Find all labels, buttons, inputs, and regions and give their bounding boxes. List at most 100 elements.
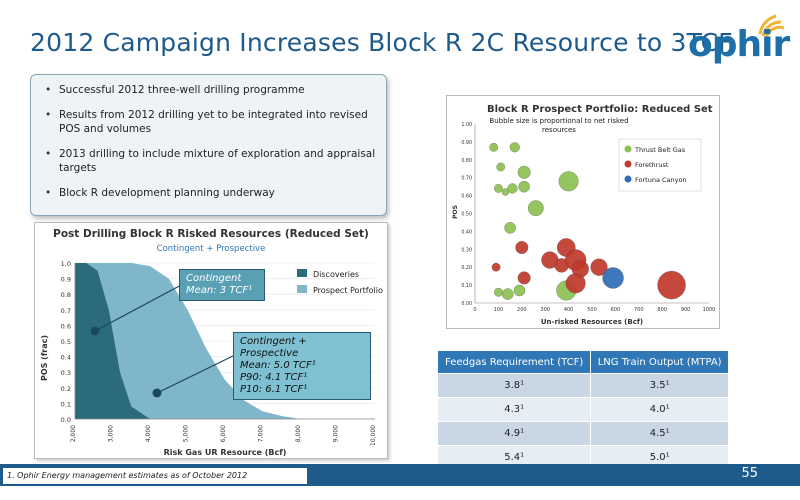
bubble-thrust-belt-gas — [517, 165, 531, 179]
feedgas-table: Feedgas Requirement (TCF) LNG Train Outp… — [436, 350, 729, 470]
table-cell: 4.3¹ — [436, 397, 592, 422]
y-tick-label: 0.30 — [461, 247, 472, 253]
x-tick-label: 7,000 — [258, 425, 265, 442]
y-tick-label: 0.70 — [461, 176, 472, 182]
y-tick-label: 0.0 — [61, 416, 71, 424]
combined-callout: Contingent + Prospective Mean: 5.0 TCF¹ … — [233, 332, 371, 400]
legend-swatch-discoveries — [297, 269, 307, 277]
right-chart-title: Block R Prospect Portfolio: Reduced Set — [487, 104, 713, 115]
bullet-item: 2013 drilling to include mixture of expl… — [45, 147, 376, 175]
right-chart-xlabel: Un-risked Resources (Bcf) — [541, 318, 643, 326]
left-chart-xlabel: Risk Gas UR Resource (Bcf) — [164, 448, 287, 457]
table-header: LNG Train Output (MTPA) — [590, 350, 729, 374]
y-tick-label: 0.6 — [61, 322, 71, 330]
table-row: 4.3¹ 4.0¹ — [436, 397, 729, 422]
x-tick-label: 700 — [634, 307, 644, 313]
ophir-logo: ophir — [688, 12, 790, 66]
bubble-forethrust — [515, 241, 529, 254]
callout-pointer — [152, 388, 162, 398]
bubble-thrust-belt-gas — [494, 184, 503, 193]
y-tick-label: 0.20 — [461, 265, 472, 271]
bubble-thrust-belt-gas — [496, 162, 506, 172]
legend-dot-fortuna — [624, 175, 632, 183]
x-tick-label: 1000 — [703, 307, 716, 313]
x-tick-label: 100 — [494, 307, 504, 313]
right-legend-box — [618, 138, 702, 192]
bubble-thrust-belt-gas — [509, 142, 520, 153]
y-tick-label: 0.10 — [461, 283, 472, 289]
x-tick-label: 5,000 — [183, 425, 190, 442]
table-row: 3.8¹ 3.5¹ — [436, 373, 729, 398]
footnote: 1. Ophir Energy management estimates as … — [3, 468, 307, 484]
risked-resources-chart: Post Drilling Block R Risked Resources (… — [34, 222, 388, 459]
legend-dot-thrust — [624, 145, 632, 153]
y-tick-label: 0.90 — [461, 140, 472, 146]
legend-swatch-prospect — [297, 285, 307, 293]
legend-dot-forethrust — [624, 160, 632, 168]
y-tick-label: 1.0 — [61, 260, 71, 268]
x-tick-label: 900 — [681, 307, 691, 313]
y-tick-label: 0.2 — [61, 385, 71, 393]
bubble-thrust-belt-gas — [502, 288, 514, 300]
bubble-forethrust — [657, 270, 686, 300]
y-tick-label: 0.4 — [61, 354, 71, 362]
x-tick-label: 300 — [540, 307, 550, 313]
table-header: Feedgas Requirement (TCF) — [436, 350, 592, 374]
x-tick-label: 500 — [587, 307, 597, 313]
x-tick-label: 200 — [517, 307, 527, 313]
bubble-fortuna-canyon — [602, 267, 624, 289]
table-cell: 4.0¹ — [590, 397, 729, 422]
y-tick-label: 0.5 — [61, 338, 71, 346]
area-discoveries — [75, 263, 150, 419]
legend-fortuna: Fortuna Canyon — [635, 176, 687, 184]
table-cell: 4.5¹ — [590, 421, 729, 446]
contingent-callout: Contingent Mean: 3 TCF¹ — [179, 269, 265, 301]
x-tick-label: 3,000 — [108, 425, 115, 442]
bubble-thrust-belt-gas — [504, 222, 516, 234]
prospect-portfolio-svg: Block R Prospect Portfolio: Reduced Set … — [452, 104, 716, 326]
area-prospect-portfolio — [75, 263, 300, 419]
bullet-item: Results from 2012 drilling yet to be int… — [45, 108, 376, 136]
x-tick-label: 9,000 — [333, 425, 340, 442]
bubble-forethrust — [491, 262, 501, 272]
bubble-thrust-belt-gas — [513, 284, 526, 297]
bubble-thrust-belt-gas — [507, 183, 518, 194]
bubble-thrust-belt-gas — [489, 142, 499, 152]
logo-rays-icon — [758, 14, 785, 39]
legend-discoveries: Discoveries — [313, 270, 359, 279]
legend-thrust: Thrust Belt Gas — [634, 146, 686, 154]
bubble-thrust-belt-gas — [494, 287, 503, 297]
table-cell: 4.9¹ — [436, 421, 592, 446]
bubble-thrust-belt-gas — [518, 180, 530, 193]
y-tick-label: 1.00 — [461, 122, 472, 128]
left-chart-title: Post Drilling Block R Risked Resources (… — [53, 228, 369, 240]
x-tick-label: 0 — [473, 307, 476, 313]
bubble-thrust-belt-gas — [527, 200, 544, 216]
bubble-forethrust — [590, 258, 608, 276]
bubble-thrust-belt-gas — [558, 171, 579, 192]
right-chart-subtitle-1: Bubble size is proportional to net riske… — [489, 117, 628, 125]
x-tick-label: 400 — [564, 307, 574, 313]
table-cell: 3.8¹ — [436, 373, 592, 398]
x-tick-label: 600 — [611, 307, 621, 313]
left-chart-subtitle: Contingent + Prospective — [157, 244, 266, 254]
bullet-item: Block R development planning underway — [45, 186, 376, 200]
x-tick-label: 800 — [657, 307, 667, 313]
x-tick-label: 8,000 — [295, 425, 302, 442]
bubble-forethrust — [565, 273, 586, 294]
y-tick-label: 0.9 — [61, 276, 71, 284]
y-tick-label: 0.8 — [61, 291, 71, 299]
table-cell: 3.5¹ — [590, 373, 729, 398]
y-tick-label: 0.40 — [461, 229, 472, 235]
y-tick-label: 0.3 — [61, 369, 71, 377]
y-tick-label: 0.1 — [61, 400, 71, 408]
slide-title: 2012 Campaign Increases Block R 2C Resou… — [30, 28, 733, 57]
right-chart-subtitle-2: resources — [542, 126, 576, 134]
table-row: 4.9¹ 4.5¹ — [436, 421, 729, 446]
x-tick-label: 2,000 — [70, 425, 77, 442]
x-tick-label: 4,000 — [145, 425, 152, 442]
legend-forethrust: Forethrust — [635, 161, 669, 169]
bullet-item: Successful 2012 three-well drilling prog… — [45, 83, 376, 97]
logo-text: ophir — [688, 24, 790, 65]
page-number: 55 — [741, 466, 758, 481]
